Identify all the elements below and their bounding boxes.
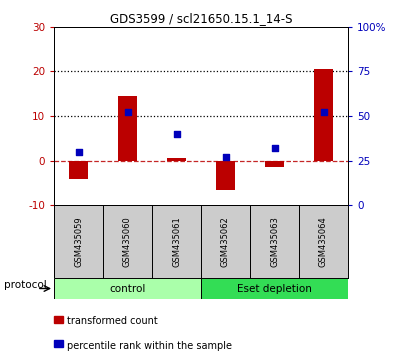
Bar	[216, 161, 235, 190]
Text: transformed count: transformed count	[67, 316, 158, 326]
Point	[320, 109, 327, 115]
Text: GSM435064: GSM435064	[319, 216, 328, 267]
Text: GSM435059: GSM435059	[74, 216, 83, 267]
Point	[124, 109, 131, 115]
Text: Eset depletion: Eset depletion	[237, 284, 312, 293]
Text: GSM435062: GSM435062	[221, 216, 230, 267]
Bar	[250, 205, 299, 278]
Bar	[201, 205, 250, 278]
Title: GDS3599 / scl21650.15.1_14-S: GDS3599 / scl21650.15.1_14-S	[110, 12, 292, 25]
Point	[222, 154, 229, 160]
Bar	[299, 205, 348, 278]
Text: control: control	[109, 284, 146, 293]
Text: GSM435063: GSM435063	[270, 216, 279, 267]
Text: GSM435060: GSM435060	[123, 216, 132, 267]
Bar	[54, 278, 201, 299]
Text: GSM435061: GSM435061	[172, 216, 181, 267]
Bar	[314, 69, 333, 161]
Bar	[54, 205, 103, 278]
Bar	[167, 158, 186, 161]
Point	[75, 149, 82, 154]
Point	[271, 145, 278, 151]
Bar	[201, 278, 348, 299]
Bar	[118, 96, 137, 161]
Text: percentile rank within the sample: percentile rank within the sample	[67, 341, 232, 350]
Bar	[152, 205, 201, 278]
Bar	[103, 205, 152, 278]
Point	[173, 131, 180, 137]
Bar	[265, 161, 284, 167]
Text: protocol: protocol	[4, 280, 47, 290]
Bar	[69, 161, 88, 178]
